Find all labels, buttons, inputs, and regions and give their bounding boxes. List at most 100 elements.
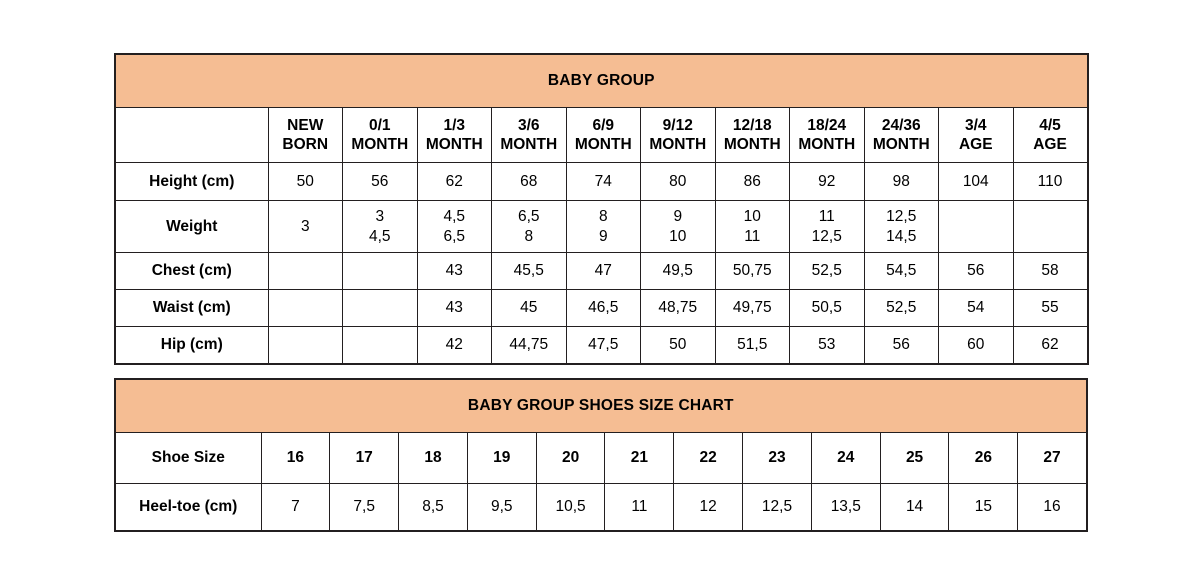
table-row: Heel-toe (cm) 7 7,5 8,5 9,5 10,5 11 12 1…	[114, 483, 1088, 532]
weight-value-min: 3	[375, 207, 385, 225]
cell-height-new-born: 50	[267, 162, 343, 201]
column-header-line2: AGE	[958, 136, 993, 153]
cell-weight-3-6-month: 6,5 8	[491, 200, 567, 253]
cell-heel-toe-16: 7	[260, 483, 331, 532]
weight-value-min: 4,5	[443, 207, 466, 225]
column-header-line1: 12/18	[732, 116, 772, 134]
cell-shoe-size-19: 19	[466, 432, 537, 484]
cell-shoe-size-16: 16	[260, 432, 331, 484]
row-label-waist: Waist (cm)	[114, 289, 269, 327]
cell-heel-toe-19: 9,5	[466, 483, 537, 532]
baby-group-chart-block: BABY GROUP NEW BORN 0/1 MONTH 1/3 MONTH	[114, 53, 1089, 365]
cell-chest-0-1-month	[342, 252, 418, 290]
cell-height-4-5-age: 110	[1012, 162, 1089, 201]
column-header-line2: MONTH	[500, 136, 558, 153]
weight-value-max: 4,5	[368, 227, 391, 245]
row-label-weight: Weight	[114, 200, 269, 253]
weight-value-min: 8	[598, 207, 608, 225]
column-header-line2: MONTH	[351, 136, 409, 153]
cell-heel-toe-26: 15	[948, 483, 1019, 532]
shoe-chart-title: BABY GROUP SHOES SIZE CHART	[114, 378, 1088, 433]
column-header-3-4-age: 3/4 AGE	[938, 107, 1014, 163]
baby-group-table: BABY GROUP NEW BORN 0/1 MONTH 1/3 MONTH	[114, 53, 1089, 365]
cell-weight-3-4-age	[938, 200, 1014, 253]
cell-hip-18-24-month: 53	[789, 326, 865, 365]
cell-waist-6-9-month: 46,5	[565, 289, 641, 327]
cell-heel-toe-25: 14	[879, 483, 950, 532]
weight-value-min: 11	[818, 207, 835, 225]
cell-heel-toe-21: 11	[604, 483, 675, 532]
cell-chest-3-4-age: 56	[938, 252, 1014, 290]
table-row: Shoe Size 16 17 18 19 20 21 22 23 24 25 …	[114, 432, 1088, 484]
column-header-line1: 1/3	[443, 116, 466, 134]
column-header-line1: 18/24	[807, 116, 847, 134]
cell-chest-6-9-month: 47	[565, 252, 641, 290]
shoe-chart-block: BABY GROUP SHOES SIZE CHART Shoe Size 16…	[114, 378, 1088, 532]
column-header-line2: MONTH	[872, 136, 930, 153]
cell-weight-new-born: 3	[267, 200, 343, 253]
cell-shoe-size-21: 21	[604, 432, 675, 484]
column-header-3-6-month: 3/6 MONTH	[491, 107, 567, 163]
cell-chest-3-6-month: 45,5	[491, 252, 567, 290]
cell-hip-12-18-month: 51,5	[714, 326, 790, 365]
row-label-shoe-size: Shoe Size	[114, 432, 262, 484]
baby-group-title-row: BABY GROUP	[114, 53, 1089, 108]
table-row: Weight 3 3 4,5 4,5 6,5 6,5	[114, 200, 1089, 253]
column-header-line2: BORN	[282, 136, 329, 153]
column-header-line2: MONTH	[723, 136, 781, 153]
cell-hip-4-5-age: 62	[1012, 326, 1089, 365]
cell-waist-3-4-age: 54	[938, 289, 1014, 327]
cell-hip-6-9-month: 47,5	[565, 326, 641, 365]
column-header-6-9-month: 6/9 MONTH	[565, 107, 641, 163]
cell-chest-24-36-month: 54,5	[863, 252, 939, 290]
cell-weight-6-9-month: 8 9	[565, 200, 641, 253]
cell-heel-toe-20: 10,5	[535, 483, 606, 532]
cell-waist-3-6-month: 45	[491, 289, 567, 327]
column-header-line1: 6/9	[592, 116, 615, 134]
cell-hip-3-4-age: 60	[938, 326, 1014, 365]
cell-waist-0-1-month	[342, 289, 418, 327]
cell-waist-24-36-month: 52,5	[863, 289, 939, 327]
column-header-12-18-month: 12/18 MONTH	[714, 107, 790, 163]
column-header-line1: NEW	[287, 116, 324, 134]
cell-weight-12-18-month: 10 11	[714, 200, 790, 253]
cell-hip-3-6-month: 44,75	[491, 326, 567, 365]
row-label-heel-toe: Heel-toe (cm)	[114, 483, 262, 532]
column-header-line1: 3/4	[964, 116, 987, 134]
column-header-4-5-age: 4/5 AGE	[1012, 107, 1089, 163]
column-header-24-36-month: 24/36 MONTH	[863, 107, 939, 163]
cell-shoe-size-20: 20	[535, 432, 606, 484]
cell-weight-24-36-month: 12,5 14,5	[863, 200, 939, 253]
cell-heel-toe-24: 13,5	[810, 483, 881, 532]
weight-value-max: 12,5	[811, 227, 842, 245]
cell-chest-12-18-month: 50,75	[714, 252, 790, 290]
cell-height-3-4-age: 104	[938, 162, 1014, 201]
cell-weight-4-5-age	[1012, 200, 1089, 253]
weight-value-min: 10	[743, 207, 761, 225]
weight-value-min: 12,5	[886, 207, 917, 225]
table-row: Height (cm) 50 56 62 68 74 80 86 92 98 1…	[114, 162, 1089, 201]
cell-hip-0-1-month	[342, 326, 418, 365]
cell-shoe-size-18: 18	[398, 432, 468, 484]
cell-shoe-size-24: 24	[810, 432, 881, 484]
column-header-line2: MONTH	[649, 136, 707, 153]
weight-value-max: 8	[524, 227, 534, 245]
table-row: Hip (cm) 42 44,75 47,5 50 51,5 53 56 60 …	[114, 326, 1089, 365]
cell-chest-1-3-month: 43	[416, 252, 492, 290]
cell-height-12-18-month: 86	[714, 162, 790, 201]
column-header-line1: 0/1	[368, 116, 391, 134]
column-header-1-3-month: 1/3 MONTH	[416, 107, 492, 163]
cell-shoe-size-22: 22	[673, 432, 744, 484]
shoe-size-table: BABY GROUP SHOES SIZE CHART Shoe Size 16…	[114, 378, 1088, 532]
cell-height-1-3-month: 62	[416, 162, 492, 201]
cell-shoe-size-23: 23	[742, 432, 812, 484]
column-header-9-12-month: 9/12 MONTH	[640, 107, 716, 163]
cell-hip-new-born	[267, 326, 343, 365]
cell-weight-0-1-month: 3 4,5	[342, 200, 418, 253]
column-header-line1: 24/36	[881, 116, 921, 134]
weight-value-max: 11	[744, 227, 761, 245]
cell-heel-toe-23: 12,5	[742, 483, 812, 532]
cell-shoe-size-17: 17	[329, 432, 400, 484]
cell-chest-4-5-age: 58	[1012, 252, 1089, 290]
